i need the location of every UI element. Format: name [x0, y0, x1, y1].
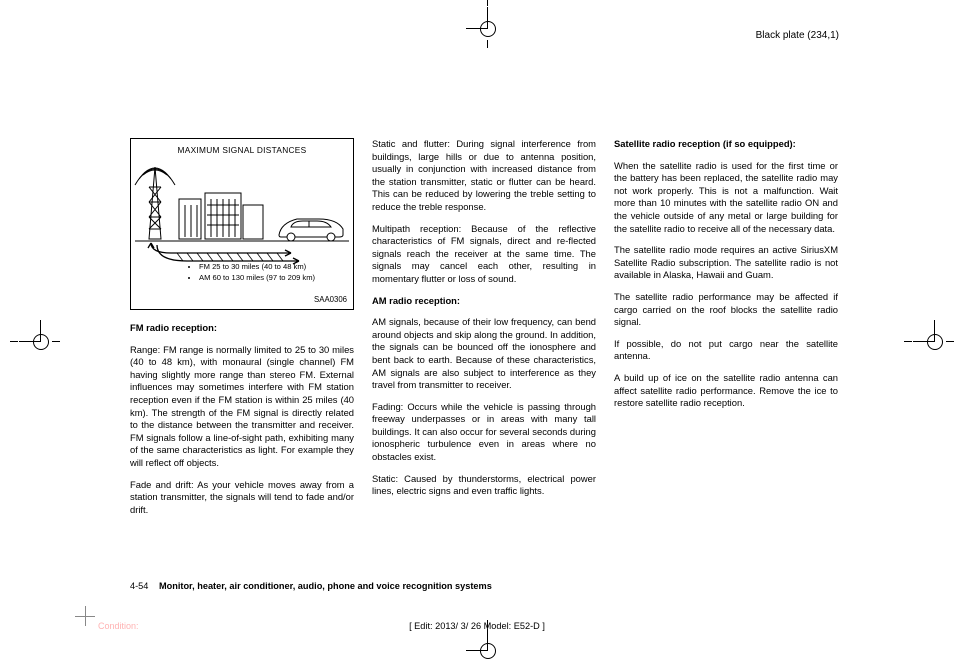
para-fade-drift: Fade and drift: As your vehicle moves aw…	[130, 479, 354, 517]
page-number: 4-54	[130, 581, 148, 591]
crop-mark-left	[30, 331, 52, 353]
para-sat-cargo: The satellite radio performance may be a…	[614, 291, 838, 329]
section-title: Monitor, heater, air conditioner, audio,…	[159, 581, 492, 591]
para-static-flutter: Static and flutter: During signal interf…	[372, 138, 596, 214]
para-sat-ice: A build up of ice on the satellite radio…	[614, 372, 838, 410]
para-fm-range: Range: FM range is normally limited to 2…	[130, 344, 354, 470]
legend-fm: FM 25 to 30 miles (40 to 48 km)	[199, 261, 315, 272]
para-fading: Fading: Occurs while the vehicle is pass…	[372, 401, 596, 464]
para-multipath: Multipath reception: Because of the refl…	[372, 223, 596, 286]
page-body: MAXIMUM SIGNAL DISTANCES	[130, 138, 840, 525]
column-3: Satellite radio reception (if so equippe…	[614, 138, 838, 525]
figure-code: SAA0306	[314, 295, 347, 305]
crop-mark-right	[924, 331, 946, 353]
crop-mark-bottom	[477, 640, 499, 661]
crop-mark-top	[477, 18, 499, 40]
heading-fm-reception: FM radio reception:	[130, 322, 354, 335]
figure-signal-distances: MAXIMUM SIGNAL DISTANCES	[130, 138, 354, 310]
heading-am-reception: AM radio reception:	[372, 295, 596, 308]
para-am-signals: AM signals, because of their low frequen…	[372, 316, 596, 392]
para-sat-firsttime: When the satellite radio is used for the…	[614, 160, 838, 236]
section-footer: 4-54 Monitor, heater, air conditioner, a…	[130, 581, 492, 591]
para-sat-sub: The satellite radio mode requires an act…	[614, 244, 838, 282]
para-static: Static: Caused by thunderstorms, electri…	[372, 473, 596, 498]
column-2: Static and flutter: During signal interf…	[372, 138, 596, 525]
para-sat-antenna: If possible, do not put cargo near the s…	[614, 338, 838, 363]
column-1: MAXIMUM SIGNAL DISTANCES	[130, 138, 354, 525]
figure-illustration	[131, 157, 353, 267]
heading-satellite: Satellite radio reception (if so equippe…	[614, 138, 838, 151]
figure-title: MAXIMUM SIGNAL DISTANCES	[131, 145, 353, 156]
edit-line: [ Edit: 2013/ 3/ 26 Model: E52-D ]	[0, 621, 954, 631]
legend-am: AM 60 to 130 miles (97 to 209 km)	[199, 272, 315, 283]
figure-legend: FM 25 to 30 miles (40 to 48 km) AM 60 to…	[149, 261, 315, 284]
header-black-plate: Black plate (234,1)	[756, 30, 839, 41]
